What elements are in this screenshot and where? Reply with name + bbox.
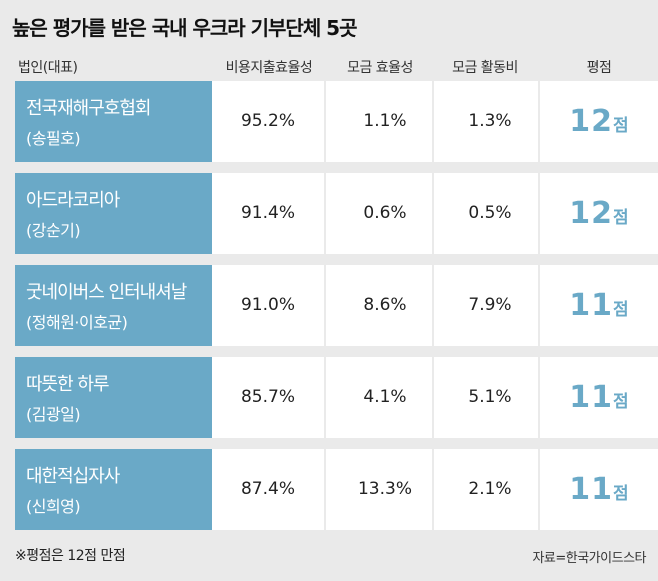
score-unit: 점 [613,300,629,320]
table-body: 전국재해구호협회 (송필호) 95.2% 1.1% 1.3% 12점 아드라코리… [15,81,658,541]
divider [324,449,326,530]
expense-ratio-cell: 95.2% [240,111,295,131]
divider [432,449,434,530]
org-name: 전국재해구호협회 [26,98,151,119]
divider [538,449,540,530]
expense-ratio-cell: 91.4% [240,203,295,223]
header-org: 법인(대표) [18,60,78,76]
score-cell: 11점 [540,265,658,346]
expense-ratio-cell: 85.7% [240,387,295,407]
divider [432,173,434,254]
page-title: 높은 평가를 받은 국내 우크라 기부단체 5곳 [12,16,357,40]
fundraising-cost-cell: 2.1% [468,479,512,499]
expense-ratio-cell: 91.0% [240,295,295,315]
org-representative: (김광일) [26,405,81,424]
fundraising-cost-cell: 1.3% [468,111,512,131]
score-unit: 점 [613,116,629,136]
org-name: 굿네이버스 인터내셔날 [26,282,187,303]
header-fundraising-cost: 모금 활동비 [452,60,518,76]
divider [432,265,434,346]
org-name: 대한적십자사 [26,466,120,487]
score-cell: 12점 [540,173,658,254]
table-row: 아드라코리아 (강순기) 91.4% 0.6% 0.5% 12점 [15,173,658,254]
score-value: 11 [569,472,614,507]
expense-ratio-cell: 87.4% [240,479,295,499]
fundraising-efficiency-cell: 8.6% [363,295,407,315]
header-expense-ratio: 비용지출효율성 [225,60,313,76]
divider [538,81,540,162]
org-name: 아드라코리아 [26,190,120,211]
score-cell: 11점 [540,449,658,530]
fundraising-cost-cell: 7.9% [468,295,512,315]
divider [538,357,540,438]
score-value: 12 [569,104,614,139]
source-credit: 자료=한국가이드스타 [532,551,646,566]
header-score: 평점 [586,60,612,76]
org-representative: (신희영) [26,497,81,516]
score-cell: 11점 [540,357,658,438]
org-cell: 따뜻한 하루 (김광일) [15,357,212,438]
score-unit: 점 [613,208,629,228]
fundraising-efficiency-cell: 1.1% [363,111,407,131]
table-row: 따뜻한 하루 (김광일) 85.7% 4.1% 5.1% 11점 [15,357,658,438]
fundraising-efficiency-cell: 13.3% [357,479,412,499]
divider [432,357,434,438]
fundraising-efficiency-cell: 4.1% [363,387,407,407]
divider [324,265,326,346]
header-fundraising-efficiency: 모금 효율성 [347,60,413,76]
score-value: 12 [569,196,614,231]
fundraising-efficiency-cell: 0.6% [363,203,407,223]
table-row: 굿네이버스 인터내셔날 (정해원·이호균) 91.0% 8.6% 7.9% 11… [15,265,658,346]
divider [324,81,326,162]
org-cell: 대한적십자사 (신희영) [15,449,212,530]
org-cell: 아드라코리아 (강순기) [15,173,212,254]
divider [538,173,540,254]
table-row: 전국재해구호협회 (송필호) 95.2% 1.1% 1.3% 12점 [15,81,658,162]
table-row: 대한적십자사 (신희영) 87.4% 13.3% 2.1% 11점 [15,449,658,530]
score-value: 11 [569,380,614,415]
fundraising-cost-cell: 0.5% [468,203,512,223]
org-representative: (송필호) [26,129,81,148]
divider [324,173,326,254]
fundraising-cost-cell: 5.1% [468,387,512,407]
footnote: ※평점은 12점 만점 [15,548,126,564]
score-value: 11 [569,288,614,323]
org-name: 따뜻한 하루 [26,374,110,395]
org-representative: (강순기) [26,221,81,240]
org-cell: 굿네이버스 인터내셔날 (정해원·이호균) [15,265,212,346]
score-cell: 12점 [540,81,658,162]
org-cell: 전국재해구호협회 (송필호) [15,81,212,162]
score-unit: 점 [613,484,629,504]
divider [538,265,540,346]
org-representative: (정해원·이호균) [26,313,128,332]
divider [324,357,326,438]
divider [432,81,434,162]
score-unit: 점 [613,392,629,412]
